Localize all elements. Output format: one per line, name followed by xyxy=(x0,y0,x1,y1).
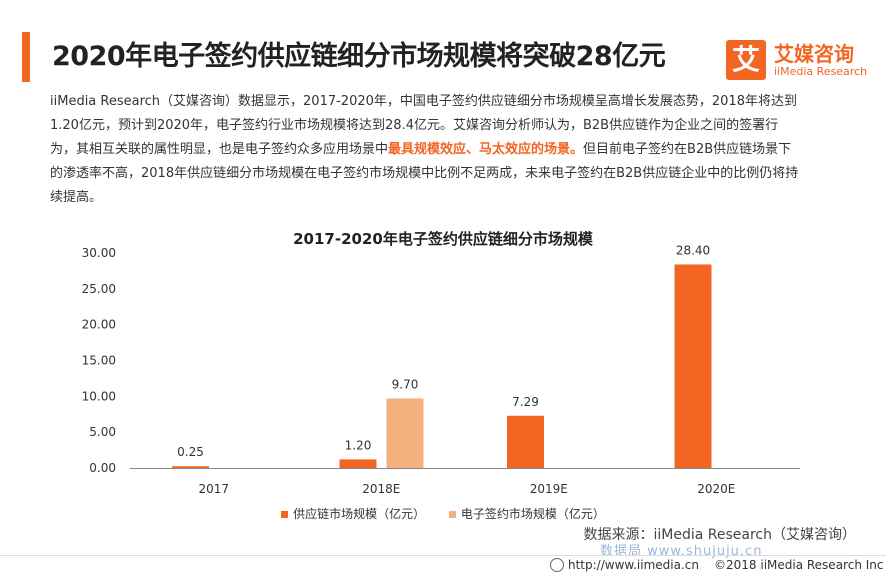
data-label: 7.29 xyxy=(512,395,539,409)
legend-label: 供应链市场规模（亿元） xyxy=(293,507,426,521)
description-text: iiMedia Research（艾媒咨询）数据显示，2017-2020年，中国… xyxy=(50,94,797,157)
data-source: 数据来源：iiMedia Research（艾媒咨询） xyxy=(583,527,857,543)
x-tick-label: 2019E xyxy=(530,482,568,496)
description-text-end: 但目前电子签约在B2B供应链场景下的渗透率不高，2018年供应链细分市场规模在电… xyxy=(50,142,799,205)
legend-swatch xyxy=(281,511,289,518)
page-title: 2020年电子签约供应链细分市场规模将突破28亿元 xyxy=(52,41,666,72)
chart-legend: 供应链市场规模（亿元） 电子签约市场规模（亿元） xyxy=(0,505,886,522)
bar-e-sign xyxy=(386,398,424,468)
legend-label: 电子签约市场规模（亿元） xyxy=(460,507,605,521)
x-tick-label: 2020E xyxy=(697,482,735,496)
title-accent-bar xyxy=(22,32,30,82)
y-tick-label: 20.00 xyxy=(82,318,116,332)
x-tick-label: 2018E xyxy=(362,482,400,496)
chart-title: 2017-2020年电子签约供应链细分市场规模 xyxy=(293,230,593,248)
bar-supply-chain xyxy=(339,459,377,468)
watermark: 数据局 www.shujuju.cn xyxy=(600,544,763,559)
brand-logo: 艾 艾媒咨询 iiMedia Research xyxy=(726,38,876,82)
footer-divider xyxy=(0,555,886,556)
data-label: 0.25 xyxy=(177,445,204,459)
y-tick-label: 30.00 xyxy=(82,246,116,260)
logo-english-name: iiMedia Research xyxy=(774,65,868,78)
legend-item-supply-chain: 供应链市场规模（亿元） xyxy=(281,505,425,522)
description-highlight: 最具规模效应、马太效应的场景。 xyxy=(388,142,584,157)
bar-supply-chain xyxy=(674,264,712,468)
logo-mark: 艾 xyxy=(726,40,766,80)
globe-icon xyxy=(550,558,564,572)
data-label: 9.70 xyxy=(392,377,419,391)
bar-supply-chain xyxy=(507,415,544,468)
footer-copyright: ©2018 iiMedia Research Inc xyxy=(714,558,884,572)
bar-supply-chain xyxy=(172,466,209,468)
description-paragraph: iiMedia Research（艾媒咨询）数据显示，2017-2020年，中国… xyxy=(50,90,800,210)
legend-swatch xyxy=(448,511,456,518)
x-tick-label: 2017 xyxy=(198,482,229,496)
footer-url[interactable]: http://www.iimedia.cn xyxy=(568,558,699,572)
data-label: 28.40 xyxy=(676,243,710,257)
y-tick-label: 5.00 xyxy=(89,425,116,439)
y-tick-label: 0.00 xyxy=(89,461,116,475)
legend-item-e-sign: 电子签约市场规模（亿元） xyxy=(448,505,605,522)
y-tick-label: 10.00 xyxy=(82,389,116,403)
data-label: 1.20 xyxy=(345,438,372,452)
y-tick-label: 15.00 xyxy=(82,354,116,368)
logo-chinese-name: 艾媒咨询 xyxy=(774,42,854,66)
y-tick-label: 25.00 xyxy=(82,282,116,296)
